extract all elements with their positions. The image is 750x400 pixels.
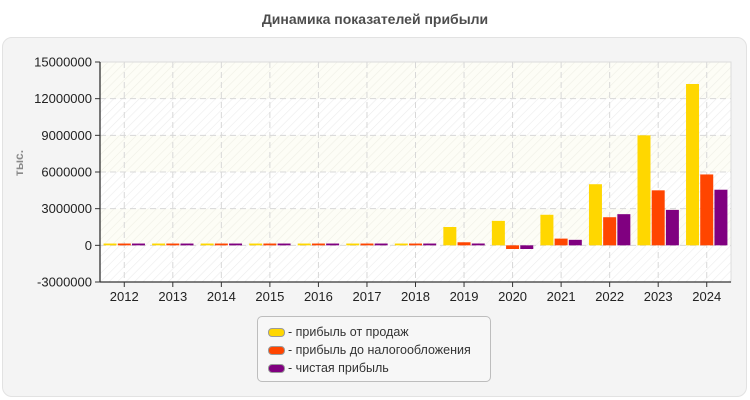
bar-2016-pretax-profit: [311, 243, 325, 246]
bar-2022-pretax-profit: [603, 217, 617, 246]
bar-2013-pretax-profit: [166, 243, 180, 246]
bar-2014-net-profit: [229, 243, 243, 246]
y-tick-label: 9000000: [41, 128, 92, 143]
y-axis-label: тыс.: [12, 150, 26, 176]
x-tick-label: 2012: [110, 289, 139, 304]
bar-2019-pretax-profit: [457, 242, 471, 246]
bar-2016-sales-profit: [297, 243, 311, 246]
y-tick-label: 6000000: [41, 165, 92, 180]
legend-label-net-profit: - чистая прибыль: [288, 361, 389, 375]
bar-2012-pretax-profit: [117, 243, 131, 246]
bar-2020-net-profit: [520, 245, 534, 249]
bar-2020-pretax-profit: [506, 245, 520, 249]
bar-2019-sales-profit: [443, 227, 457, 246]
bar-2012-net-profit: [131, 243, 145, 246]
x-tick-label: 2013: [158, 289, 187, 304]
x-tick-label: 2023: [644, 289, 673, 304]
bar-2016-net-profit: [326, 243, 340, 246]
x-tick-label: 2017: [353, 289, 382, 304]
bar-2014-sales-profit: [200, 243, 214, 246]
legend-label-sales-profit: - прибыль от продаж: [288, 325, 409, 339]
bar-2013-net-profit: [180, 243, 194, 246]
bar-2024-pretax-profit: [700, 174, 714, 246]
bar-2013-sales-profit: [152, 243, 166, 246]
bars: [103, 84, 728, 249]
y-tick-label: 12000000: [34, 91, 92, 106]
bar-2021-sales-profit: [540, 214, 554, 246]
y-tick-label: -3000000: [37, 275, 92, 290]
bar-2024-sales-profit: [686, 84, 700, 246]
bar-2015-pretax-profit: [263, 243, 277, 246]
bar-2015-sales-profit: [249, 243, 263, 246]
legend-swatch-sales-profit: [268, 327, 285, 337]
y-tick-label: 0: [85, 238, 92, 253]
bar-2024-net-profit: [714, 189, 728, 246]
bar-2023-net-profit: [665, 209, 679, 246]
legend-item-pretax-profit[interactable]: - прибыль до налогообложения: [268, 341, 490, 359]
bar-2023-pretax-profit: [651, 190, 665, 246]
y-tick-label: 3000000: [41, 201, 92, 216]
legend-swatch-net-profit: [268, 363, 285, 373]
bar-2017-pretax-profit: [360, 243, 374, 246]
x-tick-label: 2016: [304, 289, 333, 304]
bar-2022-sales-profit: [588, 184, 602, 246]
chart-title: Динамика показателей прибыли: [261, 11, 489, 27]
axes: -3000000 0 3000000 6000000 9000000 12000000 15…: [34, 55, 731, 304]
bar-2018-net-profit: [423, 243, 437, 246]
bar-2019-net-profit: [471, 243, 485, 246]
x-tick-label: 2020: [498, 289, 527, 304]
x-tick-label: 2014: [207, 289, 236, 304]
legend: - прибыль от продаж - прибыль до налогоо…: [257, 316, 491, 382]
x-tick-label: 2022: [595, 289, 624, 304]
x-tick-label: 2018: [401, 289, 430, 304]
x-tick-label: 2015: [255, 289, 284, 304]
legend-item-net-profit[interactable]: - чистая прибыль: [268, 359, 490, 377]
bar-2018-sales-profit: [394, 243, 408, 246]
legend-label-pretax-profit: - прибыль до налогообложения: [288, 343, 471, 357]
legend-item-sales-profit[interactable]: - прибыль от продаж: [268, 323, 490, 341]
bar-2020-sales-profit: [491, 220, 505, 246]
bar-2014-pretax-profit: [214, 243, 228, 246]
x-tick-label: 2024: [692, 289, 721, 304]
bar-2021-pretax-profit: [554, 238, 568, 246]
x-tick-label: 2021: [547, 289, 576, 304]
x-tick-label: 2019: [450, 289, 479, 304]
bar-2017-sales-profit: [346, 243, 360, 246]
bar-2022-net-profit: [617, 214, 631, 246]
y-tick-label: 15000000: [34, 55, 92, 70]
bar-2018-pretax-profit: [409, 243, 422, 246]
bar-2015-net-profit: [277, 243, 291, 246]
bar-2021-net-profit: [568, 239, 582, 246]
legend-swatch-pretax-profit: [268, 345, 285, 355]
bar-2023-sales-profit: [637, 135, 651, 246]
bar-2012-sales-profit: [103, 243, 117, 246]
bar-2017-net-profit: [374, 243, 388, 246]
